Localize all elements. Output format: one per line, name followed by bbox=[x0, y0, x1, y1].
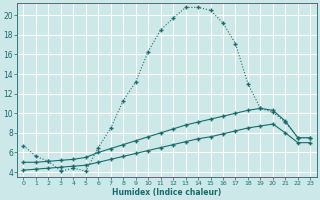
X-axis label: Humidex (Indice chaleur): Humidex (Indice chaleur) bbox=[112, 188, 221, 197]
